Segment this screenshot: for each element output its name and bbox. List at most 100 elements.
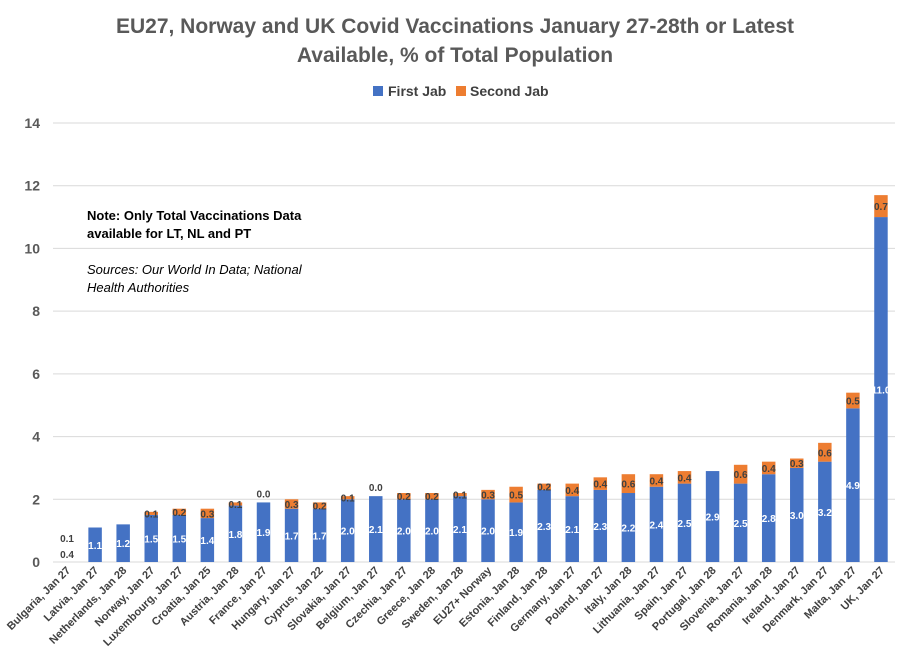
bar-second-jab: [172, 508, 187, 515]
data-label-first-jab: 1.7: [313, 531, 327, 542]
bar-second-jab: [621, 474, 636, 494]
data-label-first-jab: 2.1: [565, 525, 579, 536]
y-tick-label: 6: [32, 366, 40, 382]
bar-first-jab: [874, 217, 888, 563]
bar-first-jab: [88, 527, 102, 562]
data-label-second-jab: 0.4: [593, 480, 607, 491]
bar-second-jab: [144, 511, 158, 515]
bar-second-jab: [874, 195, 888, 218]
legend: First Jab Second Jab: [373, 83, 549, 99]
chart-title-line-1: EU27, Norway and UK Covid Vaccinations J…: [116, 15, 794, 38]
source-line-2: Health Authorities: [87, 280, 190, 295]
data-label-second-jab: 0.6: [818, 448, 832, 459]
data-label-first-jab: 2.0: [425, 527, 439, 538]
y-tick-label: 0: [32, 554, 40, 570]
data-label-second-jab: 0.4: [649, 476, 663, 487]
bar-first-jab: [677, 483, 692, 562]
data-labels: 0.4 0.1 1.1 1.2 1.5 0.1 1.5 0.2 1.4 0.3 1.8 0.1 1.9 0…: [60, 202, 891, 561]
bar-first-jab: [761, 474, 776, 562]
y-tick-label: 12: [24, 178, 40, 194]
data-label-second-jab: 0.3: [285, 500, 299, 511]
bar-second-jab: [425, 493, 439, 500]
bar-second-jab: [537, 483, 551, 490]
data-label-first-jab: 2.5: [734, 519, 748, 530]
note-line-1: Note: Only Total Vaccinations Data: [87, 208, 302, 223]
bar-second-jab: [761, 461, 776, 475]
bar-first-jab: [818, 461, 832, 562]
bar-first-jab: [453, 496, 467, 562]
bar-first-jab: [509, 502, 523, 562]
bar-second-jab: [312, 502, 327, 509]
bar-second-jab: [818, 442, 832, 462]
data-label-second-jab: 0.4: [565, 486, 579, 497]
legend-swatch-first-jab: [373, 86, 383, 96]
bar-second-jab: [481, 489, 495, 500]
gridlines: [53, 122, 895, 563]
data-label-first-jab: 1.5: [144, 534, 158, 545]
data-label-first-jab: 2.9: [706, 513, 720, 524]
data-label-first-jab: 2.3: [593, 522, 607, 533]
bar-first-jab: [284, 508, 299, 562]
chart-title-line-2: Available, % of Total Population: [297, 44, 613, 67]
bar-first-jab: [116, 524, 130, 562]
bar-first-jab: [846, 408, 860, 562]
data-label-second-jab: 0.3: [481, 491, 495, 502]
bar-second-jab: [846, 392, 860, 409]
data-label-first-jab: 2.3: [537, 522, 551, 533]
bar-first-jab: [256, 502, 271, 562]
data-label-second-jab: 0.5: [846, 397, 860, 408]
y-tick-label: 14: [24, 115, 40, 131]
bar-first-jab: [649, 486, 664, 562]
data-label-first-jab: 2.0: [397, 527, 411, 538]
bar-first-jab: [397, 499, 411, 562]
bar-first-jab: [228, 505, 243, 562]
bar-first-jab: [537, 489, 551, 562]
data-label-second-jab: 0.4: [762, 464, 776, 475]
bar-first-jab: [144, 514, 158, 562]
data-label-first-jab: 3.0: [790, 511, 804, 522]
bar-first-jab: [565, 496, 579, 562]
data-label-first-jab: 1.9: [257, 528, 271, 539]
y-tick-label: 2: [32, 491, 40, 507]
source-line-1: Sources: Our World In Data; National: [87, 262, 303, 277]
y-tick-label: 8: [32, 303, 40, 319]
data-label-first-jab: 2.8: [762, 514, 776, 525]
bar-first-jab: [340, 499, 355, 562]
data-label-second-jab: 0.2: [537, 483, 551, 494]
data-label-second-jab: 0.1: [341, 494, 355, 505]
bar-second-jab: [284, 499, 299, 509]
bar-second-jab: [593, 477, 608, 490]
data-label-second-jab: 0.1: [144, 509, 158, 520]
data-label-first-jab: 2.1: [369, 525, 383, 536]
data-label-first-jab: 2.0: [341, 527, 355, 538]
data-label-first-jab: 2.2: [621, 524, 635, 535]
data-label-second-jab: 0.2: [172, 508, 186, 519]
data-label-second-jab: 0.1: [228, 500, 242, 511]
bar-second-jab: [340, 496, 355, 500]
data-label-second-jab: 0.0: [257, 489, 271, 500]
bar-second-jab: [397, 493, 411, 500]
data-label-second-jab: 0.6: [734, 470, 748, 481]
bar-first-jab: [200, 518, 215, 562]
data-label-first-jab: 1.7: [285, 531, 299, 542]
data-label-first-jab: 2.1: [453, 525, 467, 536]
bar-second-jab: [565, 483, 579, 497]
annotation-box: Note: Only Total Vaccinations Data avail…: [87, 208, 303, 295]
data-label-second-jab: 0.7: [874, 202, 888, 213]
data-label-second-jab: 0.1: [60, 534, 74, 545]
bar-second-jab: [649, 474, 664, 487]
bar-first-jab: [593, 489, 608, 562]
bar-first-jab: [705, 471, 720, 562]
data-label-first-jab: 2.5: [678, 519, 692, 530]
y-tick-label: 10: [24, 240, 40, 256]
bar-first-jab: [425, 499, 439, 562]
bar-first-jab: [621, 493, 636, 562]
note-line-2: available for LT, NL and PT: [87, 226, 251, 241]
data-label-first-jab: 3.2: [818, 508, 832, 519]
data-label-first-jab: 2.0: [481, 527, 495, 538]
legend-label-second-jab: Second Jab: [470, 83, 549, 99]
legend-label-first-jab: First Jab: [388, 83, 446, 99]
